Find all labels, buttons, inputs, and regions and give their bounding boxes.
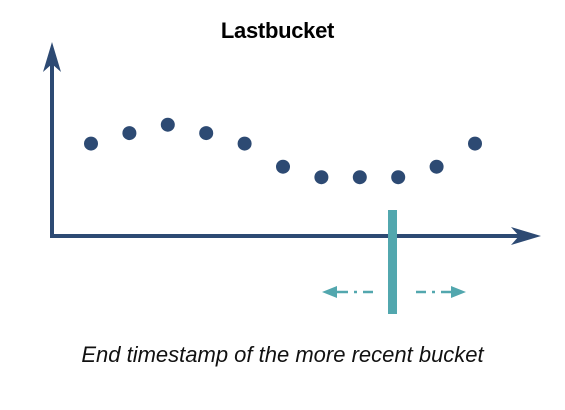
arrow-left-icon — [322, 286, 373, 298]
data-point — [84, 137, 98, 151]
data-point — [276, 160, 290, 174]
data-point — [391, 170, 405, 184]
data-point — [430, 160, 444, 174]
data-point — [122, 126, 136, 140]
caption-text: End timestamp of the more recent bucket — [0, 342, 565, 368]
data-point — [353, 170, 367, 184]
data-points — [84, 118, 482, 185]
arrow-right-icon — [416, 286, 466, 298]
data-point — [161, 118, 175, 132]
data-point — [199, 126, 213, 140]
data-point — [314, 170, 328, 184]
data-point — [238, 137, 252, 151]
bucket-end-marker — [388, 210, 397, 314]
data-point — [468, 137, 482, 151]
